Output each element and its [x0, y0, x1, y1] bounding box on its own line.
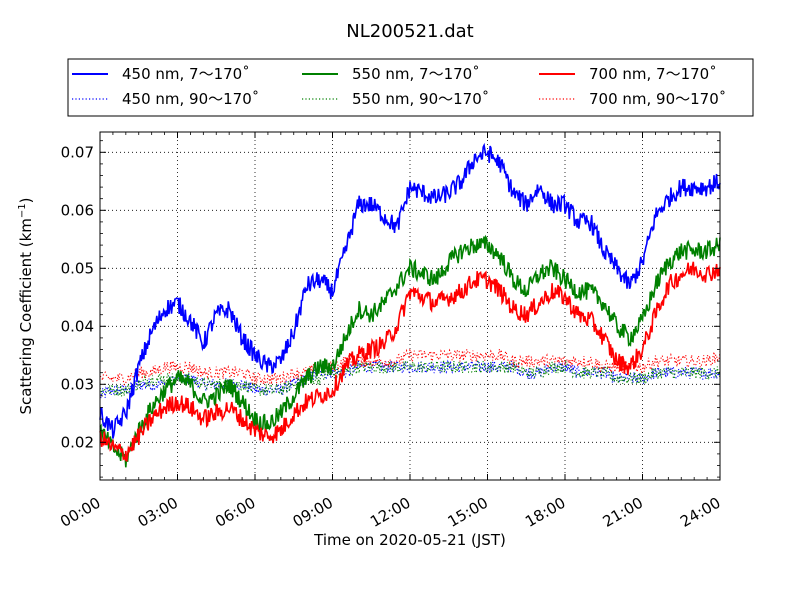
x-tick-label: 21:00: [600, 494, 646, 531]
chart-title: NL200521.dat: [346, 21, 473, 42]
series-line-solid-0: [99, 142, 721, 439]
series-line-dotted-3: [99, 358, 721, 399]
x-tick-label: 00:00: [57, 494, 103, 531]
series-line-dotted-5: [99, 348, 721, 386]
legend-label: 700 nm, 7～170˚: [589, 65, 717, 83]
x-axis-label: Time on 2020-05-21 (JST): [313, 531, 506, 549]
y-tick-label: 0.07: [61, 143, 94, 161]
x-tick-label: 03:00: [135, 494, 181, 531]
y-tick-label: 0.04: [61, 317, 94, 335]
legend-label: 450 nm, 7～170˚: [122, 65, 250, 83]
series-line-dotted-4: [99, 358, 721, 397]
y-tick-label: 0.02: [61, 433, 94, 451]
legend-label: 550 nm, 90～170˚: [352, 90, 489, 108]
y-tick-label: 0.03: [61, 375, 94, 393]
x-tick-label: 24:00: [677, 494, 723, 531]
series-group: [99, 142, 721, 468]
x-tick-label: 15:00: [445, 494, 491, 531]
legend: 450 nm, 7～170˚ 450 nm, 90～170˚ 550 nm, 7～1…: [67, 58, 754, 117]
y-tick-label: 0.06: [61, 201, 94, 219]
y-axis-label-sup: −1: [17, 203, 28, 218]
y-axis-label: Scattering Coefficient (km−1): [17, 197, 35, 414]
legend-label: 450 nm, 90～170˚: [122, 90, 259, 108]
x-tick-label: 09:00: [290, 494, 336, 531]
series-line-solid-2: [99, 261, 721, 462]
legend-label: 700 nm, 90～170˚: [589, 90, 726, 108]
y-axis-label-main: Scattering Coefficient (km: [17, 218, 35, 414]
y-tick-label: 0.05: [61, 259, 94, 277]
legend-label: 550 nm, 7～170˚: [352, 65, 480, 83]
legend-frame: [67, 58, 754, 117]
x-tick-label: 06:00: [212, 494, 258, 531]
x-tick-label: 18:00: [522, 494, 568, 531]
x-tick-label: 12:00: [367, 494, 413, 531]
series-line-solid-1: [99, 234, 721, 468]
y-axis-label-close: ): [17, 197, 35, 203]
